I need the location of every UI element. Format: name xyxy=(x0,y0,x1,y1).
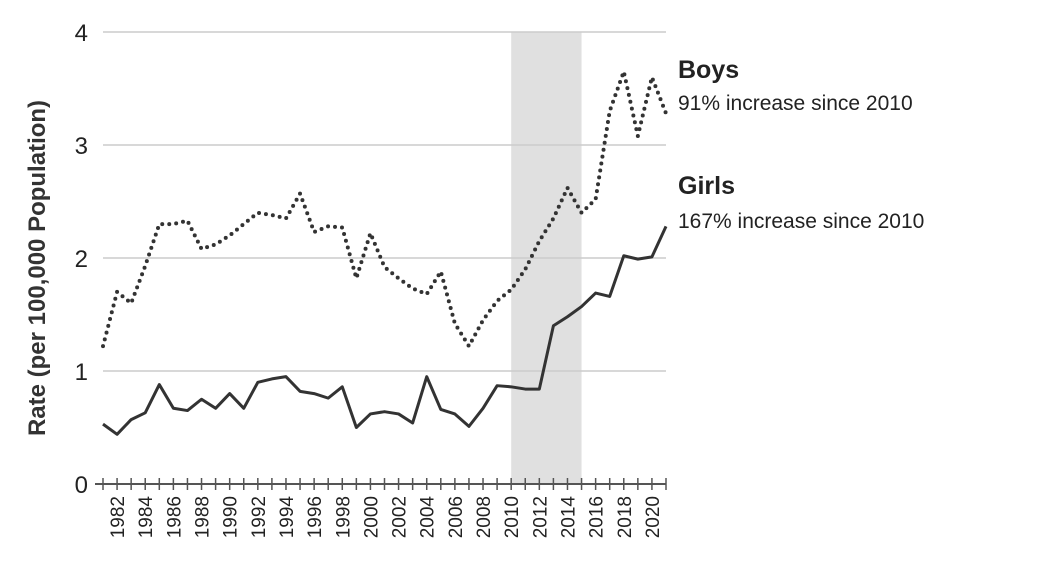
y-axis-label: Rate (per 100,000 Population) xyxy=(24,100,51,436)
x-tick-label: 2018 xyxy=(615,496,636,538)
legend-girls-title: Girls xyxy=(678,172,735,200)
x-tick-label: 1984 xyxy=(136,496,157,539)
x-tick-label: 2002 xyxy=(390,496,411,538)
y-tick-label: 1 xyxy=(75,359,88,386)
x-tick-label: 1992 xyxy=(249,496,270,538)
y-tick-label: 4 xyxy=(75,20,88,47)
y-tick-label: 3 xyxy=(75,133,88,160)
y-tick-label: 2 xyxy=(75,246,88,273)
x-tick-label: 2008 xyxy=(474,496,495,538)
series-line-girls xyxy=(102,225,668,436)
x-tick-label: 1988 xyxy=(193,496,214,538)
x-tick-label: 1996 xyxy=(305,496,326,538)
x-tick-label: 2012 xyxy=(530,496,551,538)
x-tick-label: 2006 xyxy=(446,496,467,538)
x-tick-label: 1998 xyxy=(333,496,354,538)
x-tick-label: 1982 xyxy=(108,496,129,538)
x-tick-label: 2016 xyxy=(587,496,608,538)
x-tick-label: 1994 xyxy=(277,496,298,539)
x-tick-label: 2000 xyxy=(361,496,382,538)
legend-girls-note: 167% increase since 2010 xyxy=(678,210,925,233)
x-tick-label: 2014 xyxy=(558,496,579,539)
x-tick-label: 1986 xyxy=(164,496,185,538)
y-tick-label: 0 xyxy=(75,472,88,499)
x-tick-label: 2020 xyxy=(643,496,664,538)
legend-boys-note: 91% increase since 2010 xyxy=(678,92,913,115)
legend-boys-title: Boys xyxy=(678,56,740,84)
x-tick-label: 2010 xyxy=(502,496,523,538)
x-tick-label: 1990 xyxy=(221,496,242,538)
x-tick-label: 2004 xyxy=(418,496,439,539)
